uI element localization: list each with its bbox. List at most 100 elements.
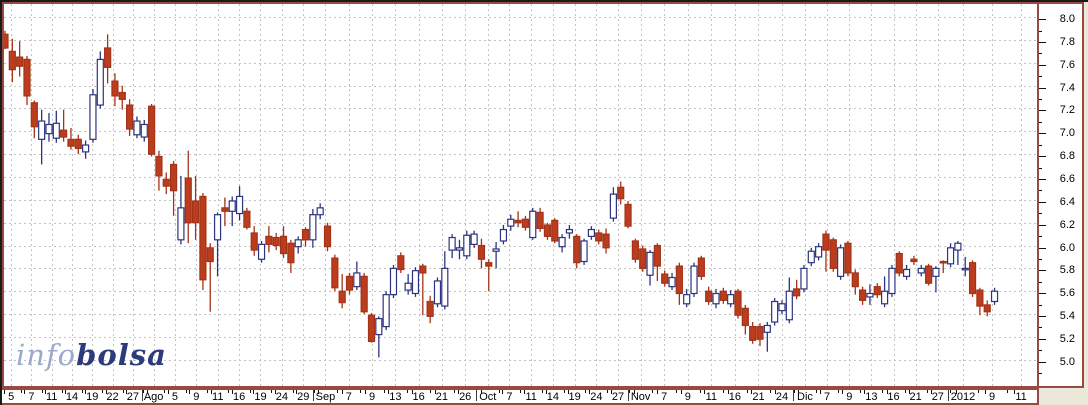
candle-body: [595, 232, 603, 242]
x-axis-label: 11: [525, 391, 537, 403]
x-axis-minor-tick: [607, 390, 609, 393]
candle-body: [323, 225, 332, 248]
candle-body: [485, 262, 493, 267]
candle-body: [52, 122, 60, 139]
candle-body: [67, 138, 75, 147]
x-axis-label: Sep: [315, 391, 336, 403]
x-axis-minor-tick: [82, 390, 84, 393]
x-axis-minor-tick: [563, 390, 565, 393]
y-axis-minor-tick: [1039, 258, 1042, 260]
candle-body: [558, 236, 566, 248]
x-axis-minor-tick: [770, 390, 772, 393]
candle-body: [184, 177, 192, 224]
y-axis-minor-tick: [1039, 53, 1042, 55]
candle-body: [89, 94, 97, 140]
x-axis-major-tick: [210, 390, 212, 394]
y-axis-major-tick: [1039, 133, 1046, 135]
candle-body: [133, 120, 141, 136]
candle-body: [712, 292, 720, 305]
candle-body: [741, 307, 749, 327]
x-axis-label: 7: [345, 391, 352, 403]
x-axis-panel: 5 7 11 14 19 22 27 Ago 5 9 11 16 19 24 29 Sep 7 9 13 16 21 26…: [0, 388, 1039, 405]
x-axis-label: 7: [28, 391, 35, 403]
x-axis-major-tick: [930, 390, 932, 394]
candle-body: [287, 242, 295, 264]
x-axis-minor-tick: [61, 390, 63, 393]
candle-body: [873, 286, 881, 296]
x-axis-label: 11: [45, 391, 58, 403]
x-axis-major-tick: [274, 390, 276, 394]
candle-body: [250, 232, 258, 251]
candle-body: [60, 129, 68, 138]
x-axis-major-tick: [680, 390, 682, 394]
x-axis-minor-tick: [360, 390, 362, 393]
candle-body: [939, 260, 947, 264]
y-axis-panel: 8.0 7.8 7.6 7.4 7.2 7.0 6.8 6.6 6.4 6.2 6.0 5.8 5.6 5…: [1039, 2, 1084, 388]
x-axis-minor-tick: [793, 390, 795, 393]
x-axis-major-tick: [908, 390, 910, 394]
x-axis-major-tick: [589, 390, 591, 394]
frame-top-border: [0, 0, 1088, 2]
y-axis-minor-tick: [1039, 327, 1042, 329]
candle-body: [477, 244, 486, 260]
candle-body: [734, 290, 742, 316]
candle-body: [653, 244, 661, 267]
x-axis-label: 16: [887, 391, 900, 403]
x-axis-major-tick: [657, 390, 659, 394]
x-axis-month-separator: [313, 390, 314, 401]
candle-body: [807, 250, 815, 264]
x-axis-minor-tick: [723, 390, 725, 393]
candle-body: [301, 228, 310, 241]
x-axis-label: Dic: [797, 391, 813, 403]
candle-body: [331, 257, 339, 289]
y-axis-major-tick: [1039, 224, 1046, 226]
candle-body: [235, 195, 244, 215]
candle-body: [155, 155, 163, 177]
y-axis-label: 7.0: [1059, 127, 1075, 140]
candle-body: [316, 207, 324, 216]
candle-body: [345, 275, 354, 291]
y-axis-major-tick: [1039, 270, 1046, 272]
x-axis-label: 9: [193, 391, 200, 403]
y-axis-major-tick: [1039, 64, 1046, 66]
y-axis-major-tick: [1039, 316, 1046, 318]
x-axis-major-tick: [167, 390, 169, 394]
candle-body: [851, 272, 859, 288]
x-axis-major-tick: [864, 390, 866, 394]
candle-body: [624, 203, 632, 227]
gridlines: [4, 4, 1037, 386]
x-axis-minor-tick: [950, 390, 952, 393]
candle-body: [954, 242, 962, 251]
x-axis-label: 19: [86, 391, 99, 403]
x-axis-label: 19: [568, 391, 581, 403]
candle-body: [45, 123, 53, 135]
candle-body: [859, 289, 867, 301]
candle-body: [111, 80, 119, 97]
candle-body: [639, 248, 647, 269]
y-axis-major-tick: [1039, 293, 1046, 295]
x-axis-major-tick: [4, 390, 6, 394]
candle-body: [800, 267, 808, 290]
x-axis-label: Ago: [143, 391, 164, 403]
x-axis-major-tick: [524, 390, 526, 394]
x-axis-minor-tick: [314, 390, 316, 393]
candle-body: [902, 268, 911, 277]
x-axis-label: 24: [275, 391, 288, 403]
candle-body: [375, 318, 383, 336]
y-axis-minor-tick: [1039, 76, 1042, 78]
x-axis-major-tick: [64, 390, 66, 394]
x-axis-major-tick: [365, 390, 367, 394]
x-axis-minor-tick: [185, 390, 187, 393]
y-axis-label: 8.0: [1059, 13, 1075, 26]
x-axis-label: 26: [459, 391, 472, 403]
candle-body: [463, 234, 471, 257]
x-axis-minor-tick: [675, 390, 677, 393]
y-axis-label: 6.4: [1059, 195, 1075, 208]
candle-body: [360, 275, 368, 313]
y-axis-major-tick: [1039, 247, 1046, 249]
candle-body: [690, 265, 698, 295]
y-axis-major-tick: [1039, 156, 1046, 158]
x-axis-label: 27: [126, 391, 139, 403]
y-axis-label: 5.4: [1059, 310, 1075, 323]
x-axis-major-tick: [253, 390, 255, 394]
